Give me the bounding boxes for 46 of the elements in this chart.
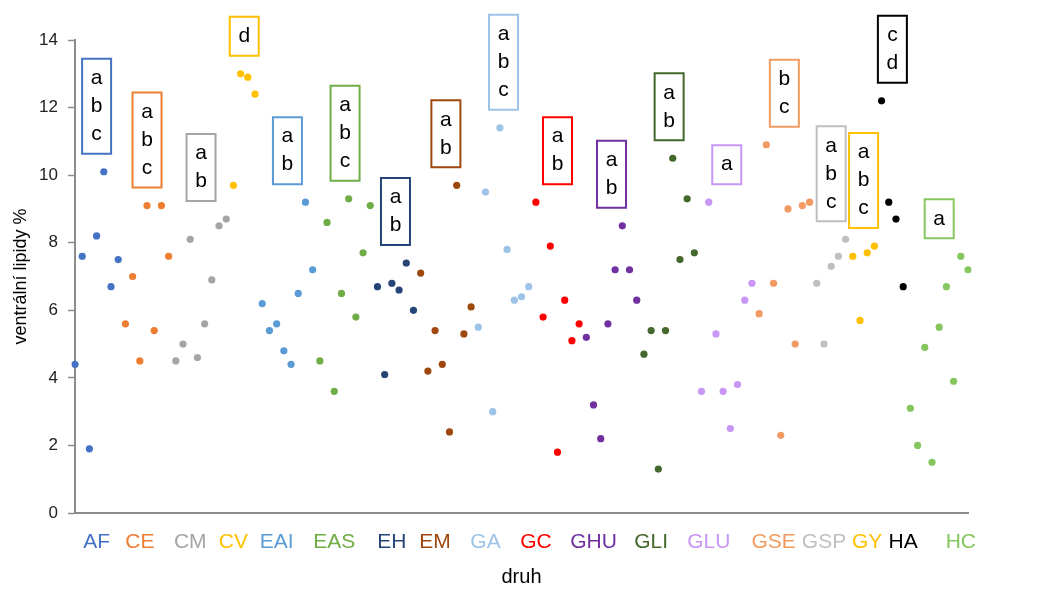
y-tick-label: 0 bbox=[48, 502, 58, 522]
x-axis-title: druh bbox=[501, 564, 542, 587]
x-tick-label: CE bbox=[125, 529, 155, 553]
y-axis-title: ventrální lipidy % bbox=[9, 208, 30, 345]
x-tick-label: GSE bbox=[751, 529, 796, 553]
x-tick-label: GLI bbox=[634, 529, 669, 553]
annotation: a b c bbox=[857, 139, 870, 219]
y-tick-label: 6 bbox=[48, 299, 58, 319]
annotation: a b bbox=[605, 147, 618, 199]
y-tick-label: 14 bbox=[39, 29, 58, 49]
x-tick-label: GHU bbox=[570, 529, 617, 553]
y-tick-label: 10 bbox=[39, 164, 58, 184]
x-tick-label: CV bbox=[218, 529, 249, 553]
x-tick-label: HC bbox=[945, 529, 976, 553]
y-tick-label: 8 bbox=[48, 232, 58, 252]
x-tick-label: EAI bbox=[259, 529, 294, 553]
x-tick-label: GSP bbox=[801, 529, 847, 553]
x-tick-label: GLU bbox=[687, 529, 731, 553]
y-tick-label: 2 bbox=[48, 435, 58, 455]
x-tick-label: EH bbox=[377, 529, 407, 553]
annotation: d bbox=[238, 23, 251, 47]
annotation: a b bbox=[440, 106, 453, 158]
annotation: a b c bbox=[497, 21, 510, 101]
annotation: a b bbox=[389, 184, 402, 236]
annotation: a b c bbox=[339, 92, 352, 172]
x-tick-label: HA bbox=[888, 529, 918, 553]
x-tick-label: GA bbox=[470, 529, 501, 553]
annotation: b c bbox=[778, 66, 791, 118]
annotation: a b bbox=[663, 79, 676, 131]
x-tick-label: GY bbox=[852, 529, 883, 553]
y-tick-label: 12 bbox=[39, 97, 58, 117]
x-tick-label: EM bbox=[419, 529, 451, 553]
annotation: a b c bbox=[825, 132, 838, 212]
x-tick-label: GC bbox=[520, 529, 552, 553]
x-tick-label: CM bbox=[173, 529, 207, 553]
annotation: c d bbox=[886, 22, 899, 74]
annotation: a b bbox=[281, 123, 294, 175]
annotation: a b bbox=[551, 123, 564, 175]
annotation: a bbox=[933, 205, 946, 229]
annotation: a b bbox=[195, 140, 208, 192]
x-tick-label: EAS bbox=[313, 529, 356, 553]
x-tick-label: AF bbox=[83, 529, 111, 553]
y-tick-label: 4 bbox=[48, 367, 58, 387]
annotation: a b c bbox=[90, 65, 103, 145]
annotation: a b c bbox=[141, 98, 154, 178]
annotation: a bbox=[720, 151, 733, 175]
